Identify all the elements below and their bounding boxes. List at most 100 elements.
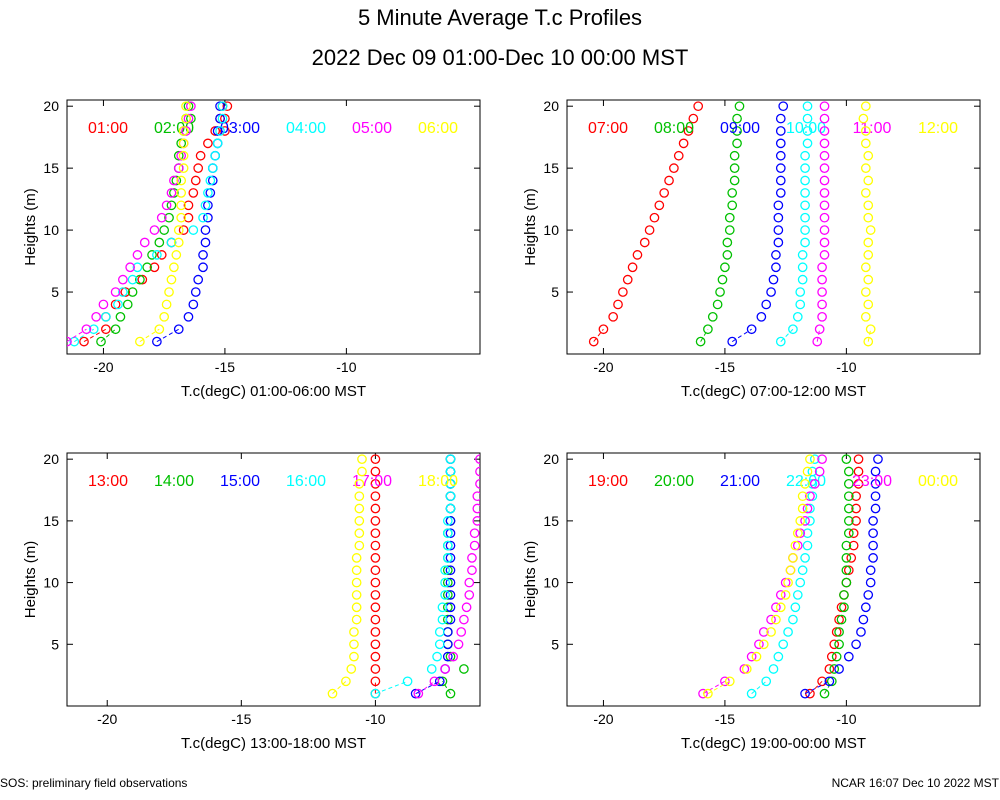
series-07:00 [588, 101, 704, 347]
data-point [843, 516, 854, 526]
data-point [729, 163, 740, 173]
y-tick-label: 20 [43, 451, 59, 467]
legend-entry: 16:00 [286, 473, 326, 490]
data-point [152, 250, 162, 260]
data-point [190, 175, 201, 186]
data-point [722, 250, 733, 260]
data-point [792, 311, 803, 322]
data-point [370, 503, 381, 514]
data-point [785, 565, 796, 576]
data-point [370, 528, 381, 539]
data-point [788, 324, 798, 335]
data-point [215, 101, 225, 112]
data-point [426, 664, 437, 674]
profile-connector [809, 680, 823, 695]
data-point [188, 188, 199, 198]
footer-timestamp: NCAR 16:07 Dec 10 2022 MST [831, 776, 999, 790]
legend-entry: 04:00 [286, 120, 326, 137]
data-point [472, 503, 480, 514]
data-point [698, 688, 708, 699]
y-tick-label: 10 [43, 222, 59, 238]
x-tick-label: -20 [93, 359, 113, 375]
data-point [860, 138, 871, 149]
data-point [773, 651, 784, 662]
data-point [863, 336, 874, 347]
y-tick-label: 15 [43, 513, 59, 529]
data-point [819, 163, 830, 173]
data-point [354, 516, 365, 526]
series-15:00 [410, 454, 456, 699]
legend-entry: 18:00 [418, 473, 458, 490]
data-point [841, 454, 852, 465]
data-point [173, 225, 184, 235]
data-point [440, 577, 450, 588]
data-point [727, 188, 738, 198]
data-point [800, 516, 810, 526]
data-point [186, 101, 196, 112]
legend-entry: 10:00 [786, 120, 826, 137]
data-point [780, 577, 791, 588]
data-point [865, 577, 876, 588]
data-point [802, 138, 813, 149]
data-point [863, 212, 874, 223]
data-point [773, 237, 784, 248]
data-point [797, 262, 808, 273]
data-point [207, 175, 218, 186]
data-point [442, 577, 453, 588]
data-point [349, 627, 359, 637]
data-point [851, 516, 861, 526]
data-point [819, 188, 830, 198]
footer-note: SOS: preliminary field observations [0, 776, 188, 790]
series-03:00 [152, 101, 225, 347]
data-point [445, 454, 456, 465]
data-point [110, 324, 121, 335]
data-point [81, 324, 92, 335]
data-point [475, 454, 480, 465]
data-point [173, 237, 184, 248]
y-axis-label: Heights (m) [522, 541, 539, 619]
plot-frame [566, 452, 981, 707]
data-point [843, 491, 854, 502]
data-point [442, 627, 453, 637]
data-point [809, 479, 820, 489]
data-point [819, 126, 830, 136]
data-point [442, 590, 453, 600]
data-point [370, 664, 381, 674]
profile-connector [418, 680, 435, 695]
data-point [154, 324, 165, 335]
series-18:00 [327, 454, 367, 699]
data-point [817, 274, 827, 285]
data-point [800, 225, 810, 235]
data-point [720, 262, 730, 273]
data-point [195, 150, 206, 161]
data-point [110, 299, 121, 310]
data-point [860, 287, 871, 297]
data-point [863, 274, 874, 285]
data-point [773, 200, 784, 211]
data-point [819, 101, 830, 112]
data-point [351, 577, 362, 588]
data-point [159, 225, 170, 235]
data-point [370, 565, 381, 576]
x-axis-label: T.c(degC) 19:00-00:00 MST [681, 735, 866, 752]
data-point [370, 491, 381, 502]
data-point [176, 150, 187, 161]
data-point [792, 590, 803, 600]
y-tick-label: 20 [43, 98, 59, 114]
data-point [778, 101, 789, 112]
data-point [161, 299, 172, 310]
data-point [795, 577, 806, 588]
data-point [445, 528, 456, 539]
data-point [173, 150, 184, 161]
legend-entry: 22:00 [786, 473, 826, 490]
data-point [795, 528, 806, 539]
data-point [819, 175, 830, 186]
data-point [853, 479, 864, 489]
x-tick-label: -10 [365, 711, 385, 727]
data-point [717, 274, 728, 285]
data-point [732, 113, 742, 124]
data-point [809, 454, 820, 465]
data-point [149, 262, 160, 273]
data-point [190, 287, 201, 297]
data-point [817, 262, 827, 273]
